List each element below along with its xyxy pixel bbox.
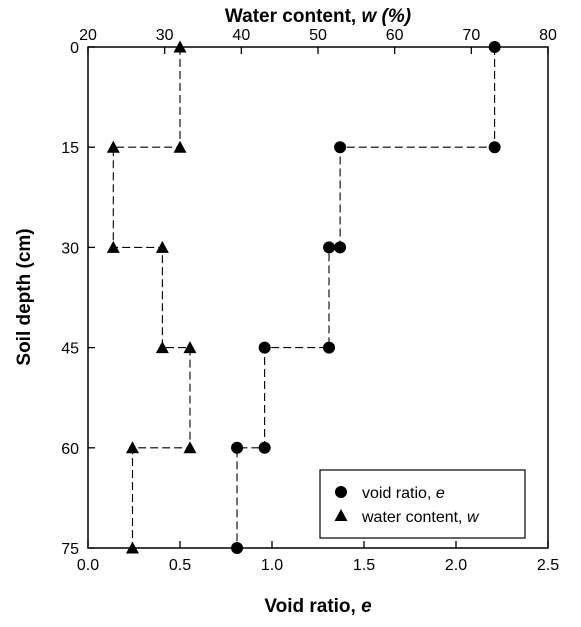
x-top-tick-label: 70: [462, 27, 480, 44]
legend-box: [319, 469, 526, 539]
legend-label-void-ratio-text: void ratio,: [362, 485, 436, 502]
water-content-point: [155, 240, 169, 253]
x-bottom-tick-label: 1.5: [353, 557, 375, 574]
x-top-tick-label: 80: [539, 27, 557, 44]
legend: void ratio, e water content, w: [319, 469, 526, 539]
water-content-point: [106, 140, 120, 153]
water-content-point: [155, 341, 169, 354]
legend-marker-triangle: [334, 509, 348, 521]
y-axis-title: Soil depth (cm): [14, 228, 35, 365]
void-ratio-point: [258, 341, 271, 354]
water-content-point: [106, 240, 120, 253]
legend-label-void-ratio-var: e: [436, 485, 445, 502]
void-ratio-point: [323, 241, 336, 254]
void-ratio-point: [231, 542, 244, 554]
y-tick-label: 60: [61, 441, 79, 458]
x-top-tick-label: 60: [386, 27, 404, 44]
void-ratio-point: [488, 141, 501, 154]
void-ratio-point: [323, 341, 336, 354]
water-content-point: [173, 140, 187, 153]
x-top-axis-title-var: w (%): [361, 6, 411, 27]
legend-label-water-content: water content, w: [361, 509, 480, 526]
x-bottom-tick-label: 2.0: [445, 557, 467, 574]
x-bottom-tick-label: 2.5: [537, 557, 559, 574]
water-content-point: [125, 541, 139, 554]
x-bottom-ticks: 0.0 0.5 1.0 1.5 2.0 2.5: [77, 541, 559, 574]
x-top-ticks: 20 30 40 50 60 70 80: [79, 27, 557, 54]
y-tick-label: 45: [61, 341, 79, 358]
water-content-point: [173, 40, 187, 53]
legend-label-void-ratio: void ratio, e: [362, 485, 445, 502]
series-lines: [112, 47, 496, 548]
void-ratio-point: [334, 241, 347, 254]
x-top-axis-title: Water content, w (%): [225, 6, 411, 27]
series-line-water-content: [112, 47, 191, 548]
water-content-point: [125, 441, 139, 454]
y-ticks: 0 15 30 45 60 75: [61, 40, 95, 558]
void-ratio-point: [334, 141, 347, 154]
void-ratio-point: [258, 441, 271, 454]
legend-label-water-content-text: water content,: [361, 509, 467, 526]
void-ratio-point: [231, 441, 244, 454]
y-tick-label: 15: [61, 140, 79, 157]
x-top-tick-label: 30: [156, 27, 174, 44]
legend-label-water-content-var: w: [467, 509, 480, 526]
x-bottom-axis-title-var: e: [361, 596, 372, 617]
x-bottom-axis-title-prefix: Void ratio,: [264, 596, 361, 617]
water-content-point: [183, 441, 197, 454]
x-top-tick-label: 50: [309, 27, 327, 44]
y-tick-label: 0: [70, 40, 79, 57]
x-bottom-tick-label: 0.5: [169, 557, 191, 574]
x-bottom-tick-label: 1.0: [261, 557, 283, 574]
x-top-tick-label: 40: [232, 27, 250, 44]
void-ratio-point: [488, 41, 501, 53]
x-top-tick-label: 20: [79, 27, 97, 44]
x-bottom-axis-title: Void ratio, e: [264, 596, 372, 617]
series-markers: [106, 40, 501, 554]
x-top-axis-title-prefix: Water content,: [225, 6, 362, 27]
y-tick-label: 75: [61, 541, 79, 558]
water-content-point: [183, 341, 197, 354]
legend-marker-circle: [335, 486, 347, 498]
x-bottom-tick-label: 0.0: [77, 557, 99, 574]
y-tick-label: 30: [61, 240, 79, 257]
